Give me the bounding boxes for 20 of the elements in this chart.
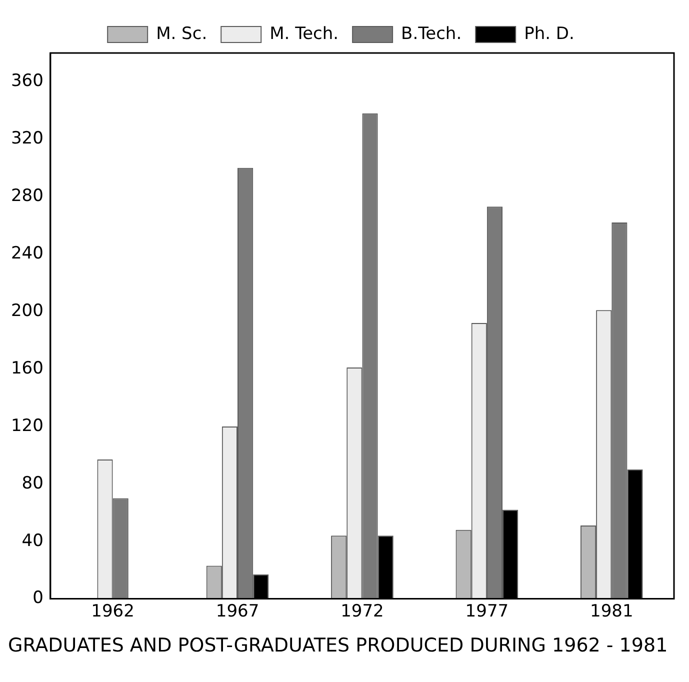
y-tick-label: 200 <box>10 300 44 321</box>
x-tick-label: 1967 <box>216 601 260 622</box>
y-tick-label: 240 <box>10 244 44 264</box>
legend-label: M. Tech. <box>270 24 339 44</box>
x-tick-label: 1981 <box>590 601 634 622</box>
legend-label: Ph. D. <box>524 24 574 44</box>
text: GRADUATES AND POST-GRADUATES PRODUCED DURING 1962 - 1981 <box>8 634 668 657</box>
legend-label: M. Sc. <box>156 24 208 44</box>
y-tick-label: 80 <box>22 473 44 494</box>
x-tick-label: 1972 <box>340 601 384 622</box>
x-tick-label: 1977 <box>465 601 509 622</box>
y-tick-label: 160 <box>10 358 44 378</box>
legend-label: B.Tech. <box>401 24 462 44</box>
y-tick-label: 0 <box>32 588 44 608</box>
y-tick-label: 280 <box>10 186 44 206</box>
y-tick-label: 360 <box>10 71 44 92</box>
y-tick-label: 120 <box>10 416 44 436</box>
y-tick-label: 320 <box>10 128 44 149</box>
y-tick-label: 40 <box>22 530 44 551</box>
x-tick-label: 1962 <box>91 601 134 622</box>
